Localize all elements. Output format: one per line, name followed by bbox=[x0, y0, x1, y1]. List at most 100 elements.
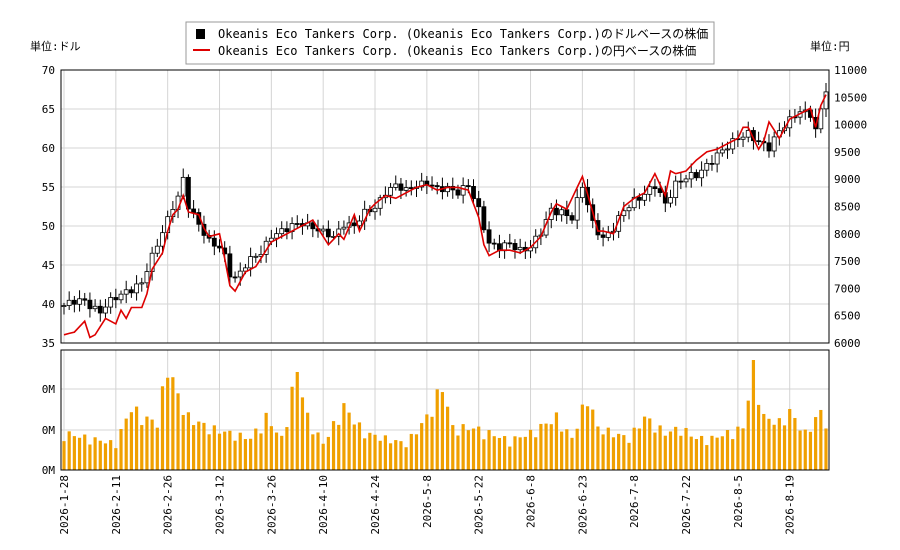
candle-body bbox=[823, 91, 829, 110]
candle-body bbox=[227, 253, 233, 278]
right-tick-label: 9500 bbox=[834, 146, 861, 159]
x-tick-label: 2026-4-10 bbox=[317, 475, 330, 535]
candle-body bbox=[325, 228, 331, 238]
candle-body bbox=[564, 209, 570, 217]
candle-body bbox=[201, 223, 207, 236]
volume-bar bbox=[171, 377, 175, 470]
candle-body bbox=[191, 208, 196, 213]
candle-body bbox=[92, 305, 98, 310]
price-panel-frame bbox=[60, 69, 830, 344]
volume-bar bbox=[565, 429, 569, 470]
volume-bar bbox=[617, 433, 621, 470]
candle-body bbox=[730, 138, 736, 150]
volume-bar bbox=[808, 431, 813, 470]
candle-body bbox=[320, 228, 326, 232]
volume-bar bbox=[269, 426, 273, 470]
volume-bar bbox=[788, 409, 792, 470]
volume-bar bbox=[523, 436, 527, 470]
volume-bar bbox=[777, 418, 781, 470]
volume-bar bbox=[300, 397, 305, 470]
volume-bar bbox=[503, 436, 507, 470]
volume-bar bbox=[129, 412, 133, 470]
volume-bar bbox=[347, 412, 351, 470]
volume-bar bbox=[93, 437, 97, 470]
candle-body bbox=[211, 237, 217, 247]
candle-body bbox=[631, 196, 637, 209]
volume-bar bbox=[679, 435, 683, 470]
volume-tick-label: 0M bbox=[42, 464, 56, 477]
right-axis-unit: 単位:円 bbox=[810, 39, 850, 53]
volume-bar bbox=[331, 421, 336, 470]
candle-body bbox=[476, 198, 482, 208]
volume-bar bbox=[388, 443, 393, 470]
volume-bar bbox=[435, 389, 439, 470]
x-tick-label: 2026-7-22 bbox=[680, 475, 693, 535]
candle-body bbox=[559, 209, 565, 216]
volume-bar bbox=[124, 418, 128, 470]
volume-bar bbox=[425, 414, 429, 470]
volume-bar bbox=[736, 426, 740, 470]
volume-bar bbox=[420, 423, 424, 470]
volume-bar bbox=[254, 428, 258, 470]
volume-bar bbox=[378, 440, 382, 470]
volume-bar bbox=[705, 445, 709, 470]
x-tick-label: 2026-2-11 bbox=[110, 475, 123, 535]
x-tick-label: 2026-7-8 bbox=[628, 475, 641, 528]
candle-body bbox=[279, 228, 285, 235]
candle-body bbox=[77, 298, 82, 305]
volume-bar bbox=[243, 439, 248, 470]
volume-bar bbox=[228, 430, 232, 470]
left-tick-label: 65 bbox=[42, 103, 55, 116]
volume-bar bbox=[601, 434, 605, 470]
volume-bar bbox=[306, 412, 310, 470]
volume-tick-label: 0M bbox=[42, 424, 56, 437]
volume-bar bbox=[451, 425, 455, 470]
volume-bar bbox=[352, 424, 356, 470]
volume-bar bbox=[482, 439, 486, 470]
volume-bar bbox=[461, 424, 465, 470]
volume-bar bbox=[103, 443, 108, 470]
volume-bar bbox=[554, 412, 559, 470]
volume-bar bbox=[570, 437, 574, 470]
right-tick-label: 10500 bbox=[834, 91, 867, 104]
candle-body bbox=[694, 172, 699, 179]
volume-bar bbox=[814, 417, 818, 470]
volume-bar bbox=[549, 424, 553, 470]
volume-bar bbox=[212, 425, 216, 470]
x-tick-label: 2026-6-23 bbox=[576, 475, 589, 535]
candle-body bbox=[626, 207, 632, 212]
volume-bar bbox=[259, 433, 263, 470]
candle-body bbox=[160, 232, 165, 247]
volume-bar bbox=[98, 440, 102, 470]
candle-body bbox=[61, 305, 67, 307]
candle-body bbox=[486, 229, 492, 244]
left-tick-label: 50 bbox=[42, 220, 55, 233]
right-tick-label: 9000 bbox=[834, 173, 861, 186]
candle-body bbox=[393, 183, 399, 188]
candle-body bbox=[512, 243, 518, 251]
volume-bar bbox=[819, 409, 823, 470]
volume-bar bbox=[762, 413, 766, 470]
volume-bar bbox=[88, 444, 92, 470]
left-tick-label: 40 bbox=[42, 298, 55, 311]
volume-bar bbox=[492, 436, 496, 470]
volume-bar bbox=[767, 418, 771, 470]
volume-bar bbox=[580, 404, 584, 470]
volume-bar bbox=[544, 423, 548, 470]
volume-bar bbox=[363, 438, 367, 470]
volume-bar bbox=[528, 429, 533, 470]
volume-bar bbox=[715, 437, 719, 470]
x-tick-label: 2026-4-24 bbox=[369, 475, 382, 535]
volume-bar bbox=[648, 418, 652, 470]
volume-bars bbox=[62, 360, 828, 470]
volume-bar bbox=[77, 437, 82, 470]
volume-bar bbox=[440, 392, 445, 470]
volume-bar bbox=[560, 431, 564, 470]
volume-bar bbox=[689, 436, 693, 470]
volume-bar bbox=[534, 437, 538, 470]
volume-bar bbox=[725, 430, 730, 470]
volume-bar bbox=[596, 426, 600, 470]
candle-body bbox=[66, 299, 72, 306]
volume-bar bbox=[782, 425, 787, 470]
volume-bar bbox=[394, 440, 398, 470]
